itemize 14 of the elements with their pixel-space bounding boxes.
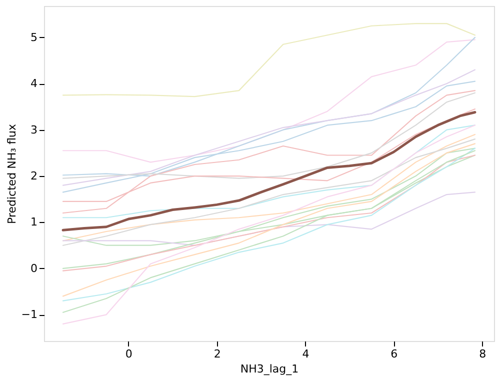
x-tick-label: 6 [390,348,398,360]
y-tick-label: 2 [30,170,38,183]
y-tick-label: 4 [30,77,38,90]
y-tick-label: 0 [30,262,38,275]
y-tick-label: −1 [21,308,38,322]
x-tick-label: 8 [479,348,486,360]
y-tick-label: 3 [30,123,38,136]
x-tick-label: 0 [125,348,132,360]
x-tick-label: 2 [214,348,221,360]
x-axis-title: NH3_lag_1 [240,362,299,376]
x-tick-label: 4 [302,348,310,360]
y-tick-label: 1 [30,216,38,229]
y-tick-label: 5 [30,30,38,44]
y-axis-title: Predicted NH₃ flux [5,124,18,224]
